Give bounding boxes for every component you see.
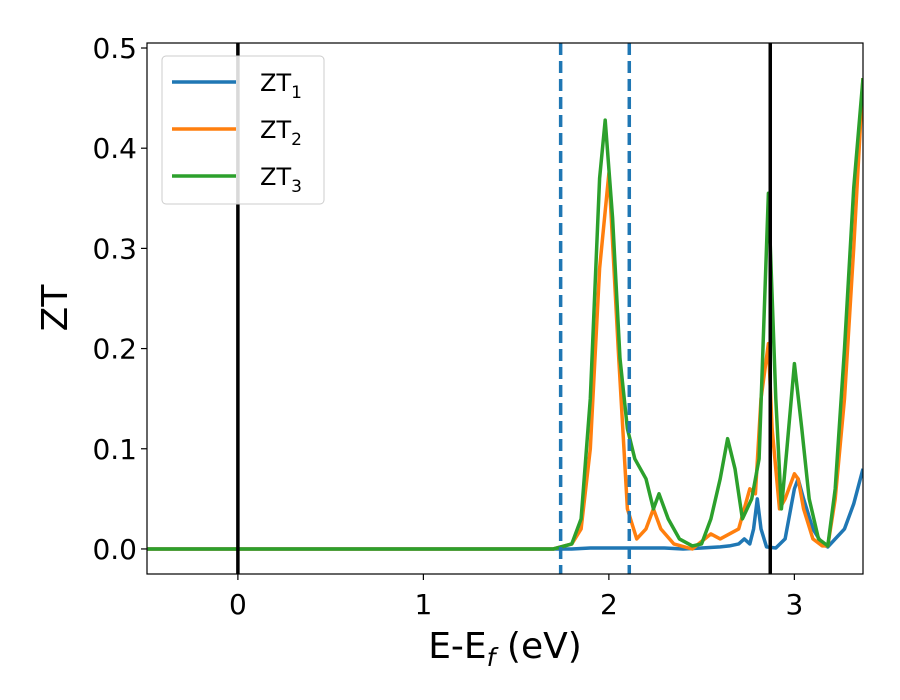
y-tick-label: 0.1 [92, 433, 137, 466]
legend-label-3: ZT3 [260, 163, 302, 197]
y-tick-label: 0.4 [92, 132, 137, 165]
y-tick-label: 0.2 [92, 333, 137, 366]
y-tick-label: 0.0 [92, 533, 137, 566]
x-axis-label: E-Ef (eV) [428, 626, 582, 672]
y-axis-ticks: 0.0 0.1 0.2 0.3 0.4 0.5 [92, 32, 147, 566]
x-tick-label: 3 [785, 588, 803, 621]
legend-box [161, 55, 325, 205]
legend-label-2: ZT2 [260, 116, 302, 150]
legend-label-1: ZT1 [260, 69, 302, 103]
series-line-2 [147, 78, 863, 551]
series-layer [147, 77, 863, 551]
plot-frame [146, 42, 864, 575]
legend: ZT1 ZT2 ZT3 [161, 55, 325, 205]
x-tick-label: 1 [414, 588, 432, 621]
x-tick-label: 0 [229, 588, 247, 621]
y-tick-label: 0.3 [92, 232, 137, 265]
x-axis-ticks: 0 1 2 3 [229, 574, 803, 621]
y-tick-label: 0.5 [92, 32, 137, 65]
x-tick-label: 2 [600, 588, 618, 621]
y-axis-label: ZT [35, 284, 76, 332]
series-line-3 [147, 77, 863, 551]
